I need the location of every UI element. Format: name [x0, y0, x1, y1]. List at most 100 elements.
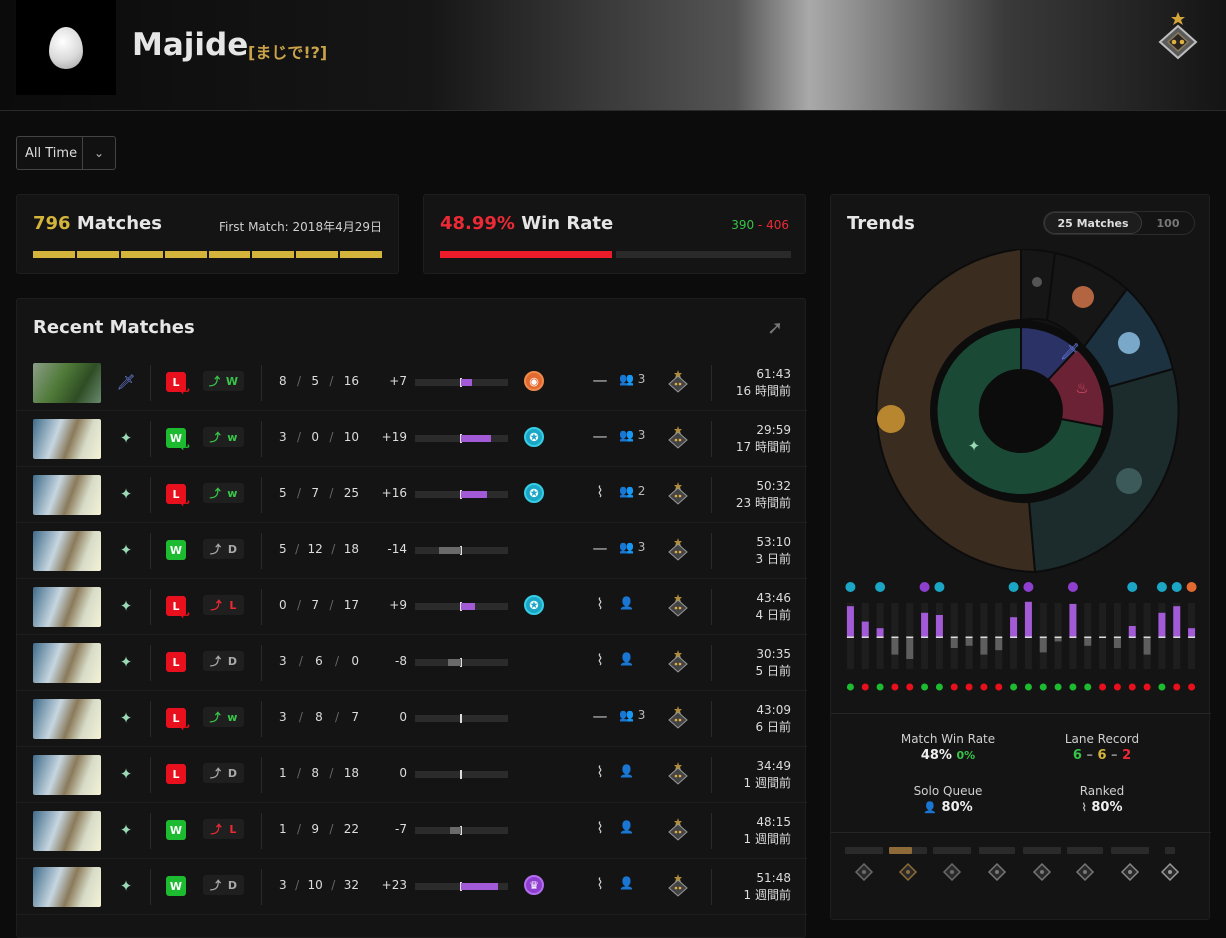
wins-count: 390: [731, 218, 755, 232]
match-row[interactable]: ✦ W ⤴ L 1/9/22 -7 ⌇ 👤 48:15 1 週間前: [17, 803, 807, 859]
mmr-change: +9: [389, 598, 407, 612]
winrate-summary-card: 48.99% Win Rate 390 - 406: [423, 194, 806, 274]
hero-portrait[interactable]: [33, 811, 101, 851]
deaths: 10: [307, 878, 323, 892]
rank-icon: [667, 425, 689, 449]
hero-portrait[interactable]: [33, 363, 101, 403]
tab-100-matches[interactable]: 100: [1156, 216, 1180, 230]
trend-medal-marker: [1023, 582, 1034, 592]
trend-result-dot: [1188, 683, 1196, 691]
mmr-bar-positive: [461, 883, 498, 890]
trend-result-dot: [935, 683, 943, 691]
match-time-ago: 4 日前: [755, 608, 791, 622]
kills: 3: [279, 710, 287, 724]
trend-bar: [846, 606, 854, 637]
hero-portrait[interactable]: [33, 531, 101, 571]
assists: 18: [343, 766, 359, 780]
match-duration: 34:49: [756, 759, 791, 773]
trend-bar-midline: [921, 636, 929, 638]
lane-losses: 2: [1122, 748, 1132, 763]
chevron-down-icon[interactable]: ⌄: [82, 137, 115, 169]
match-time-ago: 1 週間前: [743, 888, 791, 902]
hero-portrait[interactable]: [33, 419, 101, 459]
trend-bar: [1128, 626, 1136, 637]
party-size: 👤: [619, 652, 634, 666]
support-icon: ✦: [119, 877, 133, 895]
hero-portrait[interactable]: [33, 643, 101, 683]
match-win-rate-delta: 0%: [956, 749, 976, 762]
match-row[interactable]: 🗡 L ↩ ⤴ W 8/5/16 +7 ◉ — 👥 3 61:43 16 時間前: [17, 355, 807, 411]
tab-25-matches[interactable]: 25 Matches: [1044, 212, 1142, 234]
trend-bar-track: [965, 603, 973, 669]
party-size: 👥 3: [619, 708, 646, 722]
matches-label: Matches: [76, 213, 162, 234]
teal-medal-icon: ✪: [524, 483, 544, 503]
trend-result-dot: [876, 683, 884, 691]
party-icon: 👤: [619, 596, 634, 610]
trend-result-dot: [921, 683, 929, 691]
kills: 3: [279, 430, 287, 444]
match-row[interactable]: ✦ W ⤴ D 3/10/32 +23 ♛ ⌇ 👤 51:48 1 週間前: [17, 859, 807, 915]
match-row[interactable]: ✦ W ↩ ⤴ w 3/0/10 +19 ✪ — 👥 3 29:59 17 時間前: [17, 411, 807, 467]
trend-bar-midline: [1128, 636, 1136, 638]
match-row[interactable]: ✦ L ⤴ D 1/8/18 0 ⌇ 👤 34:49 1 週間前: [17, 747, 807, 803]
hero-portrait[interactable]: [33, 587, 101, 627]
match-row[interactable]: ✦ L ↩ ⤴ L 0/7/17 +9 ✪ ⌇ 👤 43:46 4 日前: [17, 579, 807, 635]
rank-icon: [667, 761, 689, 785]
avatar[interactable]: [16, 0, 116, 95]
lane-icon: ⤴: [209, 655, 221, 668]
hero-portrait[interactable]: [33, 699, 101, 739]
lane-icon: ⤴: [209, 431, 221, 444]
time-filter-select[interactable]: All Time ⌄: [16, 136, 116, 170]
ranked-icon: ⌇: [1081, 801, 1087, 814]
mmr-bar-positive: [461, 603, 476, 610]
mmr-bar-positive: [461, 435, 492, 442]
lane-result: L: [229, 598, 237, 612]
hero-portrait[interactable]: [33, 475, 101, 515]
trend-bar-midline: [980, 636, 988, 638]
match-row[interactable]: ✦ L ↩ ⤴ w 3/8/7 0— 👥 3 43:09 6 日前: [17, 691, 807, 747]
lane-wins: 6: [1072, 748, 1082, 763]
support-icon: ✦: [119, 485, 133, 503]
lane-result: D: [227, 766, 238, 780]
match-row[interactable]: ✦ L ⤴ D 3/6/0 -8 ⌇ 👤 30:35 5 日前: [17, 635, 807, 691]
hero-portrait[interactable]: [33, 867, 101, 907]
party-icon: 👤: [619, 652, 634, 666]
match-row[interactable]: ✦ L ↩ ⤴ w 5/7/25 +16 ✪ ⌇ 👥 2 50:32 23 時間前: [17, 467, 807, 523]
trend-bar-midline: [1143, 636, 1151, 638]
trend-result-dot: [1143, 683, 1151, 691]
mmr-bar-positive: [461, 491, 487, 498]
rank-history-tier: [1160, 847, 1180, 895]
trend-bar: [1010, 617, 1018, 637]
trend-bar-midline: [1084, 636, 1092, 638]
trend-medal-marker: [1127, 582, 1138, 592]
mmr-bar: [415, 546, 508, 555]
trend-bar-midline: [1069, 636, 1077, 638]
hero-portrait[interactable]: [33, 755, 101, 795]
trend-result-dot: [1039, 683, 1047, 691]
trend-result-dot: [906, 683, 914, 691]
assists: 10: [343, 430, 359, 444]
trend-bar: [1158, 612, 1166, 637]
lane-outcome-badge: ⤴ D: [203, 539, 244, 559]
rank-history-tier: [1111, 847, 1149, 895]
lane-result: L: [229, 822, 237, 836]
lane-outcome-badge: ⤴ L: [203, 595, 244, 615]
trend-bar: [1113, 637, 1121, 648]
svg-text:✦: ✦: [968, 437, 981, 455]
expand-arrow-icon[interactable]: ➚: [767, 317, 783, 339]
trends-panel: Trends 25 Matches 100 🗡 ♨ ✦ Match Win Ra…: [830, 194, 1211, 920]
deaths: 12: [307, 542, 323, 556]
mmr-bar-negative: [449, 827, 461, 834]
trend-bar-midline: [1099, 636, 1107, 638]
trend-result-dot: [950, 683, 958, 691]
lane-result: w: [227, 430, 238, 444]
trend-bar-midline: [1039, 636, 1047, 638]
trend-bar: [950, 637, 958, 648]
match-row[interactable]: ✦ W ⤴ D 5/12/18 -14— 👥 3 53:10 3 日前: [17, 523, 807, 579]
trend-bar: [876, 628, 884, 637]
match-win-rate-label: Match Win Rate: [900, 732, 996, 746]
kda: 0/7/17: [279, 598, 359, 612]
trend-result-dot: [1158, 683, 1166, 691]
solo-queue-label: Solo Queue: [913, 784, 983, 798]
